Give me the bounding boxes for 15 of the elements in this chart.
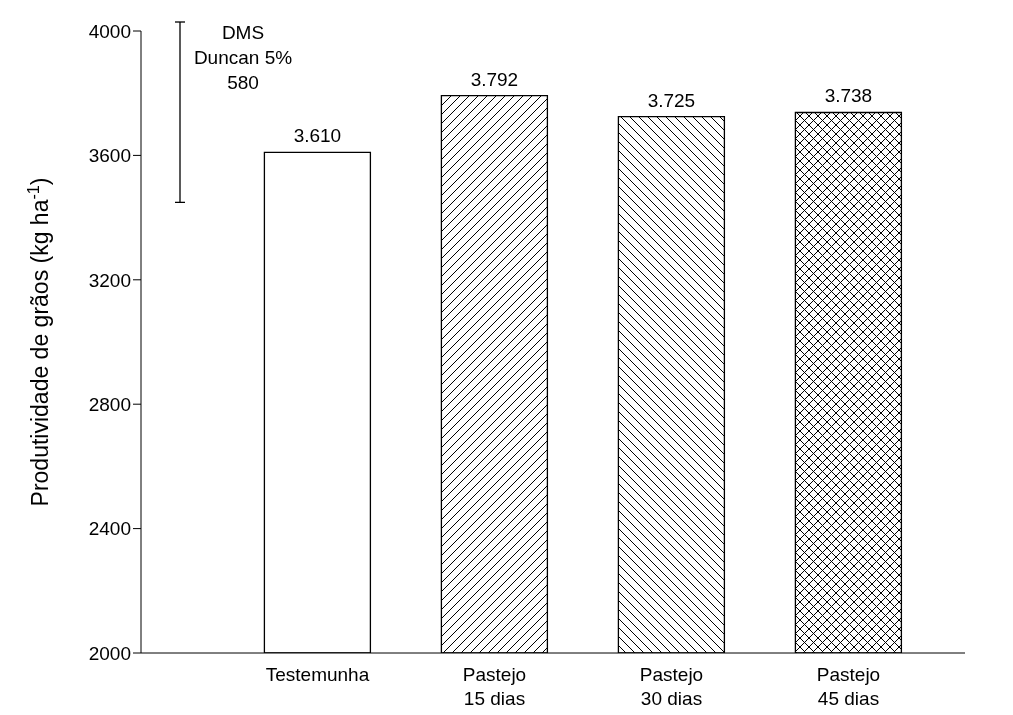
annotation: DMS Duncan 5% 580 xyxy=(193,22,293,93)
y-tick-label: 2800 xyxy=(88,393,131,415)
y-tick-label: 3200 xyxy=(88,269,131,291)
y-tick-label: 4000 xyxy=(88,20,131,42)
data-label: 3.738 xyxy=(824,85,873,107)
y-tick-label: 2000 xyxy=(88,642,131,664)
x-tick-label: Pastejo 45 dias xyxy=(816,664,881,709)
x-tick-label: Testemunha xyxy=(265,664,370,685)
data-label: 3.725 xyxy=(647,89,696,111)
x-tick-label: Pastejo 15 dias xyxy=(462,664,527,709)
y-tick-label: 3600 xyxy=(88,145,131,167)
data-label: 3.792 xyxy=(470,68,519,90)
y-tick-label: 2400 xyxy=(88,518,131,540)
data-label: 3.610 xyxy=(293,125,342,147)
x-tick-label: Pastejo 30 dias xyxy=(639,664,704,709)
